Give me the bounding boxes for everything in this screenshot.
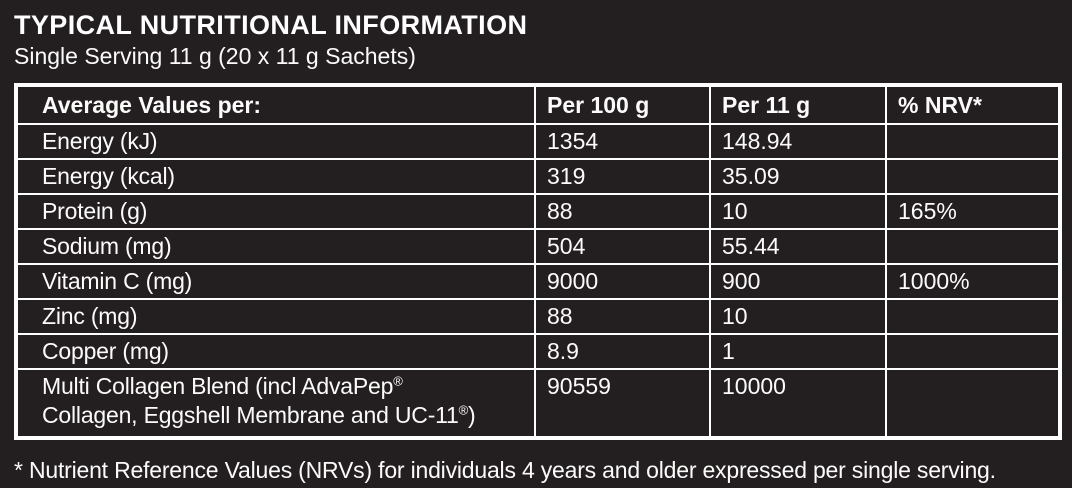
row-label: Protein (g) — [15, 193, 536, 230]
table-row: Energy (kJ) 1354 148.94 — [15, 123, 1061, 160]
row-per-11g: 900 — [709, 263, 887, 300]
row-per-11g: 1 — [709, 333, 887, 370]
row-nrv — [885, 298, 1061, 335]
row-label: Sodium (mg) — [15, 228, 536, 265]
row-per-11g: 148.94 — [709, 123, 887, 160]
row-per-11g: 10000 — [709, 368, 887, 439]
row-nrv: 1000% — [885, 263, 1061, 300]
table-header-row: Average Values per: Per 100 g Per 11 g %… — [15, 84, 1061, 125]
table-row: Copper (mg) 8.9 1 — [15, 333, 1061, 370]
row-per-100g: 1354 — [534, 123, 711, 160]
registered-trademark: ® — [393, 373, 403, 389]
serving-subtitle: Single Serving 11 g (20 x 11 g Sachets) — [14, 43, 416, 69]
row-per-100g: 9000 — [534, 263, 711, 300]
row-label: Multi Collagen Blend (incl AdvaPep® Colla… — [15, 368, 536, 439]
row-per-100g: 90559 — [534, 368, 711, 439]
row-nrv — [885, 368, 1061, 439]
row-per-100g: 88 — [534, 193, 711, 230]
column-header-nrv: % NRV* — [885, 84, 1061, 125]
row-per-11g: 55.44 — [709, 228, 887, 265]
row-nrv — [885, 333, 1061, 370]
row-label: Zinc (mg) — [15, 298, 536, 335]
registered-trademark: ® — [458, 402, 469, 418]
row-label: Energy (kcal) — [15, 158, 536, 195]
row-per-100g: 8.9 — [534, 333, 711, 370]
row-label: Vitamin C (mg) — [15, 263, 536, 300]
table-row: Energy (kcal) 319 35.09 — [15, 158, 1061, 195]
table-row: Protein (g) 88 10 165% — [15, 193, 1061, 230]
row-per-100g: 88 — [534, 298, 711, 335]
row-nrv: 165% — [885, 193, 1061, 230]
row-per-100g: 504 — [534, 228, 711, 265]
row-per-11g: 35.09 — [709, 158, 887, 195]
table-row: Sodium (mg) 504 55.44 — [15, 228, 1061, 265]
table-row: Vitamin C (mg) 9000 900 1000% — [15, 263, 1061, 300]
row-per-11g: 10 — [709, 298, 887, 335]
table-row: Zinc (mg) 88 10 — [15, 298, 1061, 335]
row-per-11g: 10 — [709, 193, 887, 230]
row-nrv — [885, 228, 1061, 265]
nrv-footnote: * Nutrient Reference Values (NRVs) for i… — [14, 457, 996, 483]
nutrition-table: Average Values per: Per 100 g Per 11 g %… — [14, 83, 1062, 440]
column-header-per-100g: Per 100 g — [534, 84, 711, 125]
row-nrv — [885, 158, 1061, 195]
row-nrv — [885, 123, 1061, 160]
table-body: Energy (kJ) 1354 148.94 Energy (kcal) 319 35.… — [15, 123, 1061, 439]
row-label: Copper (mg) — [15, 333, 536, 370]
page-title: TYPICAL NUTRITIONAL INFORMATION — [14, 10, 528, 40]
row-label: Energy (kJ) — [15, 123, 536, 160]
row-per-100g: 319 — [534, 158, 711, 195]
table-row: Multi Collagen Blend (incl AdvaPep® Colla… — [15, 368, 1061, 439]
column-header-per-11g: Per 11 g — [709, 84, 887, 125]
column-header-average-values: Average Values per: — [15, 84, 536, 125]
